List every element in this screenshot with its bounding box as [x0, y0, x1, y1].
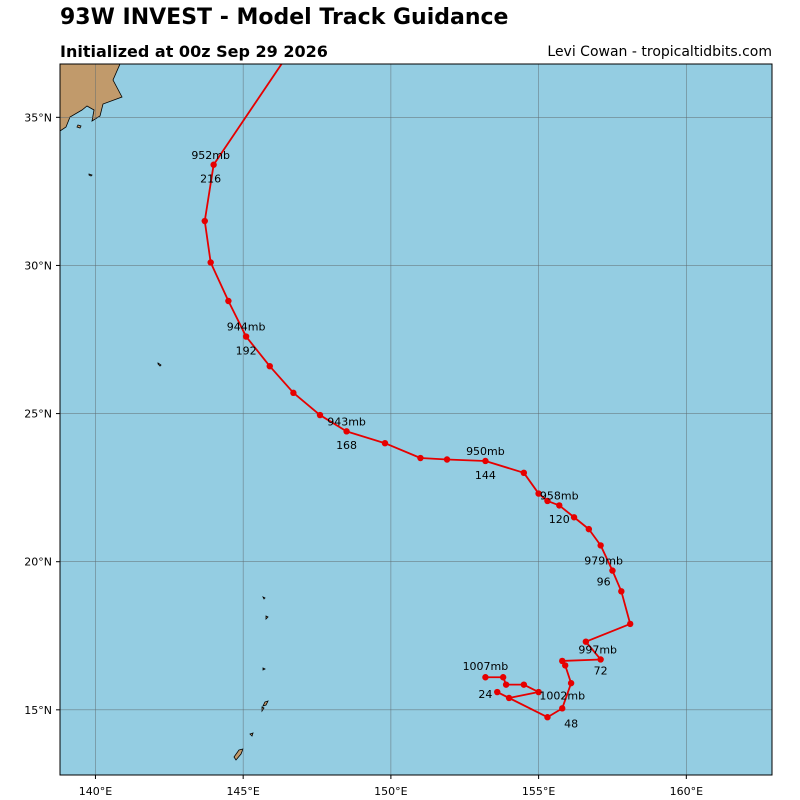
track-point — [582, 638, 590, 645]
track-line-layer — [203, 64, 632, 719]
track-point — [381, 440, 389, 447]
ocean-background — [60, 64, 772, 775]
mariana-island-6 — [249, 732, 254, 737]
track-point — [570, 514, 578, 521]
pressure-label: 1007mb — [463, 660, 509, 673]
track-point — [626, 620, 634, 628]
land-layer — [60, 64, 269, 761]
track-point — [499, 674, 507, 681]
track-point — [242, 333, 250, 340]
lon-tick-label: 145°E — [226, 785, 259, 798]
track-point — [559, 657, 566, 665]
lat-tick-label: 25°N — [24, 408, 52, 421]
guam-island — [233, 748, 244, 761]
track-point — [343, 428, 350, 435]
pressure-label: 950mb — [466, 445, 505, 458]
izu-island — [76, 124, 82, 129]
track-point — [597, 656, 604, 663]
lat-tick-label: 15°N — [24, 704, 52, 717]
track-labels-layer: 1007mb 24 1002mb 48 997mb 72 979mb 96 958mb 120 95… — [191, 149, 623, 731]
lon-tick-label: 160°E — [670, 785, 703, 798]
lon-tick-label: 155°E — [522, 785, 555, 798]
pressure-label: 997mb — [578, 644, 617, 657]
track-line — [203, 64, 632, 719]
track-point — [290, 389, 297, 397]
mariana-island-4 — [262, 700, 269, 707]
mariana-island-3 — [262, 667, 266, 671]
track-point — [535, 688, 542, 696]
track-point — [482, 457, 489, 465]
hachijo-island — [88, 173, 93, 177]
chart-title: 93W INVEST - Model Track Guidance — [60, 5, 509, 30]
pressure-label: 958mb — [540, 489, 579, 502]
track-point — [207, 259, 214, 266]
track-point — [618, 588, 625, 595]
track-point — [535, 490, 542, 497]
track-point — [210, 161, 217, 168]
lon-tick-label: 140°E — [79, 785, 112, 798]
mariana-island-2 — [265, 615, 269, 620]
track-point — [544, 497, 551, 505]
credit-text: Levi Cowan - tropicaltidbits.com — [547, 44, 772, 60]
track-point — [559, 705, 566, 712]
lat-tick-label: 35°N — [24, 111, 52, 124]
pressure-label: 979mb — [584, 555, 623, 568]
pressure-label: 1002mb — [539, 689, 585, 702]
track-points-layer — [201, 161, 634, 721]
pressure-label: 944mb — [227, 321, 266, 334]
forecast-hour-label: 168 — [336, 439, 357, 452]
track-point — [597, 542, 604, 549]
track-point — [520, 469, 528, 477]
lat-tick-label: 30°N — [24, 259, 52, 272]
forecast-hour-label: 96 — [597, 575, 611, 588]
graticule — [60, 64, 772, 775]
forecast-hour-label: 24 — [478, 688, 492, 701]
track-point — [316, 411, 324, 419]
track-point — [225, 297, 232, 305]
forecast-hour-label: 216 — [200, 173, 221, 186]
track-point — [567, 679, 575, 687]
track-point — [520, 681, 528, 688]
track-point — [544, 714, 551, 721]
forecast-hour-label: 120 — [549, 513, 570, 526]
track-point — [585, 525, 593, 533]
map-frame — [59, 63, 773, 776]
track-point — [609, 567, 616, 574]
lon-tick-label: 150°E — [374, 785, 407, 798]
track-point — [417, 454, 424, 462]
japan-land — [60, 64, 123, 132]
track-point — [505, 694, 513, 702]
axis-ticks: 140°E 145°E 150°E 155°E 160°E 15°N 20°N 25°N 30°… — [24, 111, 703, 798]
init-time-subtitle: Initialized at 00z Sep 29 2026 — [60, 42, 328, 61]
lat-tick-label: 20°N — [24, 556, 52, 569]
pressure-label: 943mb — [327, 415, 366, 428]
marcus-island — [157, 362, 162, 367]
track-point — [266, 362, 273, 370]
mariana-island-1 — [262, 596, 266, 600]
track-point — [556, 502, 563, 509]
track-point — [502, 681, 510, 688]
track-point — [201, 217, 208, 225]
track-point — [494, 688, 501, 696]
track-point — [443, 456, 451, 463]
track-point — [482, 674, 489, 681]
pressure-label: 952mb — [191, 149, 230, 162]
forecast-hour-label: 144 — [475, 469, 496, 482]
forecast-hour-label: 192 — [236, 344, 257, 357]
forecast-hour-label: 48 — [564, 718, 578, 731]
forecast-hour-label: 72 — [594, 664, 608, 677]
